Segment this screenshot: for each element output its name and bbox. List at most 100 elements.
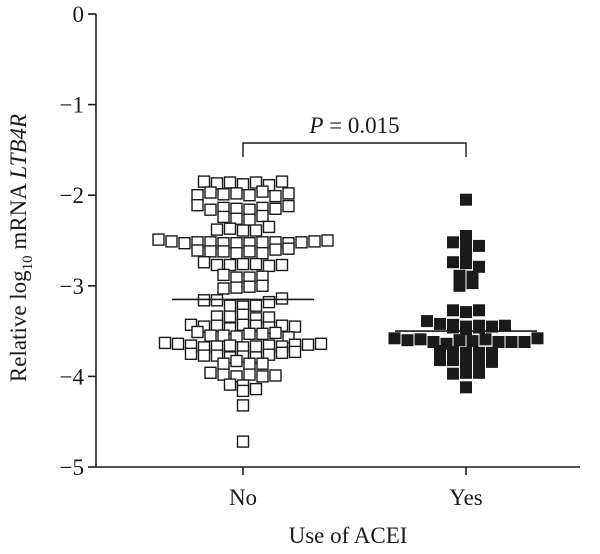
data-points: [152, 175, 544, 448]
y-tick-label: −1: [60, 93, 84, 118]
data-point-no: [217, 329, 230, 342]
data-point-no: [282, 331, 295, 344]
data-point-no: [204, 186, 217, 199]
data-point-no: [236, 257, 250, 271]
data-point-no: [282, 242, 295, 255]
data-point-no: [236, 399, 250, 412]
y-axis-label-prefix: Relative log: [6, 270, 31, 382]
data-point-yes: [414, 333, 427, 346]
data-point-no: [243, 213, 256, 226]
data-point-no: [223, 378, 237, 391]
data-point-yes: [460, 257, 472, 270]
data-point-no: [236, 384, 250, 398]
data-point-yes: [466, 277, 479, 290]
data-point-yes: [447, 236, 459, 249]
data-point-no: [256, 279, 269, 292]
data-point-yes: [473, 239, 485, 252]
data-point-yes: [447, 367, 459, 380]
data-point-yes: [499, 319, 511, 332]
data-point-yes: [518, 336, 531, 348]
data-point-no: [184, 347, 198, 360]
data-point-yes: [460, 239, 472, 252]
data-point-yes: [434, 317, 446, 330]
data-point-no: [197, 349, 211, 362]
data-point-no: [249, 299, 263, 312]
data-point-no: [178, 236, 191, 250]
data-point-yes: [486, 355, 498, 368]
median-lines: [172, 298, 537, 332]
data-point-no: [275, 175, 289, 188]
data-point-no: [217, 245, 230, 258]
data-point-no: [230, 212, 243, 226]
data-point-no: [217, 210, 230, 224]
x-axis-label: Use of ACEI: [289, 523, 408, 548]
y-axis-label-gene: LTB4R: [6, 114, 31, 180]
data-point-no: [223, 339, 237, 352]
data-point-yes: [434, 354, 446, 367]
data-point-no: [197, 256, 211, 269]
data-point-no: [184, 318, 198, 331]
data-point-no: [230, 330, 243, 343]
data-point-no: [210, 258, 224, 272]
data-point-no: [269, 189, 282, 203]
data-point-no: [197, 294, 211, 307]
data-point-yes: [447, 304, 459, 317]
data-point-no: [223, 176, 237, 189]
data-point-yes: [486, 320, 498, 333]
data-point-no: [269, 369, 282, 382]
data-point-no: [230, 187, 243, 200]
data-point-no: [301, 338, 315, 351]
y-tick-label: 0: [73, 2, 85, 27]
data-point-no: [262, 259, 276, 273]
p-value-label: P = 0.015: [308, 113, 399, 138]
data-point-no: [171, 337, 185, 350]
data-point-yes: [479, 333, 492, 346]
axes: [95, 14, 580, 468]
data-point-no: [236, 435, 250, 448]
data-point-yes: [447, 256, 459, 269]
data-point-yes: [453, 334, 466, 347]
data-point-no: [262, 295, 276, 309]
data-point-no: [256, 185, 269, 198]
x-tick-label: Yes: [449, 485, 483, 510]
data-point-no: [269, 243, 282, 256]
data-point-no: [321, 234, 334, 247]
data-point-yes: [447, 354, 459, 367]
data-point-no: [210, 349, 224, 362]
data-point-yes: [453, 269, 466, 282]
data-point-no: [256, 327, 269, 340]
data-point-no: [275, 258, 289, 272]
data-point-no: [249, 319, 263, 332]
data-point-yes: [388, 332, 401, 345]
data-point-no: [243, 188, 256, 202]
data-point-no: [262, 220, 276, 234]
data-point-no: [204, 203, 217, 216]
data-point-no: [217, 188, 230, 201]
data-point-no: [230, 370, 243, 383]
data-point-yes: [473, 260, 485, 273]
data-point-no: [249, 224, 263, 237]
data-point-no: [204, 329, 217, 342]
y-tick-label: −3: [60, 274, 84, 299]
data-point-no: [158, 336, 172, 350]
data-point-no: [204, 366, 217, 379]
y-axis-label: Relative log10 mRNA LTB4R: [6, 114, 36, 382]
data-point-yes: [466, 335, 479, 348]
data-point-yes: [473, 321, 485, 334]
data-point-no: [243, 280, 256, 293]
data-point-no: [243, 357, 256, 370]
data-point-yes: [460, 306, 472, 319]
data-point-no: [282, 199, 295, 213]
data-point-no: [210, 223, 224, 236]
data-point-yes: [447, 321, 459, 334]
data-point-no: [256, 357, 269, 370]
data-point-no: [236, 224, 250, 237]
data-point-no: [269, 202, 282, 216]
data-point-no: [236, 318, 250, 331]
data-point-no: [165, 235, 178, 248]
data-point-yes: [440, 337, 453, 350]
data-point-no: [236, 178, 250, 191]
data-point-yes: [505, 336, 518, 348]
data-point-no: [269, 326, 282, 340]
